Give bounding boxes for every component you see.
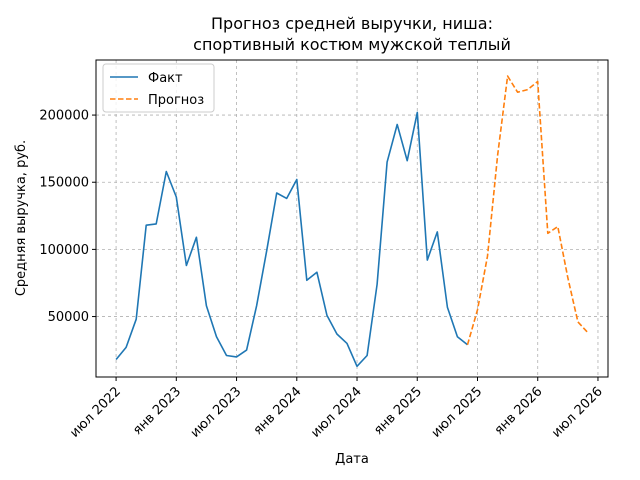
x-tick-label: янв 2025 [371,384,425,438]
y-tick-label: 200000 [39,109,89,124]
legend: Факт Прогноз [102,63,215,113]
series-layer [115,75,589,368]
x-tick-label: июл 2024 [308,384,365,441]
x-tick-label: июл 2025 [429,384,486,441]
x-axis: июл 2022 янв 2023 июл 2023 янв 2024 июл 2024… [67,377,606,441]
grid-layer [96,60,608,377]
x-tick-label: июл 2023 [188,384,245,441]
chart-title-line2: спортивный костюм мужской теплый [193,35,511,54]
x-tick-label: июл 2026 [549,384,606,441]
chart-title-line1: Прогноз средней выручки, ниша: [211,14,493,33]
y-tick-label: 150000 [39,176,89,191]
plot-frame [95,59,609,378]
x-axis-label: Дата [335,452,369,467]
x-tick-label: янв 2024 [251,384,305,438]
legend-label: Факт [148,71,183,86]
y-axis: 50000 100000 150000 200000 [39,109,96,325]
legend-label: Прогноз [148,93,204,108]
y-tick-label: 50000 [48,310,89,325]
series-line-actual [115,111,469,368]
y-tick-label: 100000 [39,243,89,258]
x-tick-label: янв 2026 [492,384,546,438]
y-axis-label: Средняя выручка, руб. [14,140,29,296]
x-tick-label: янв 2023 [130,384,184,438]
x-tick-label: июл 2022 [67,384,124,441]
legend-box [102,63,215,113]
series-line-forecast [466,75,589,346]
